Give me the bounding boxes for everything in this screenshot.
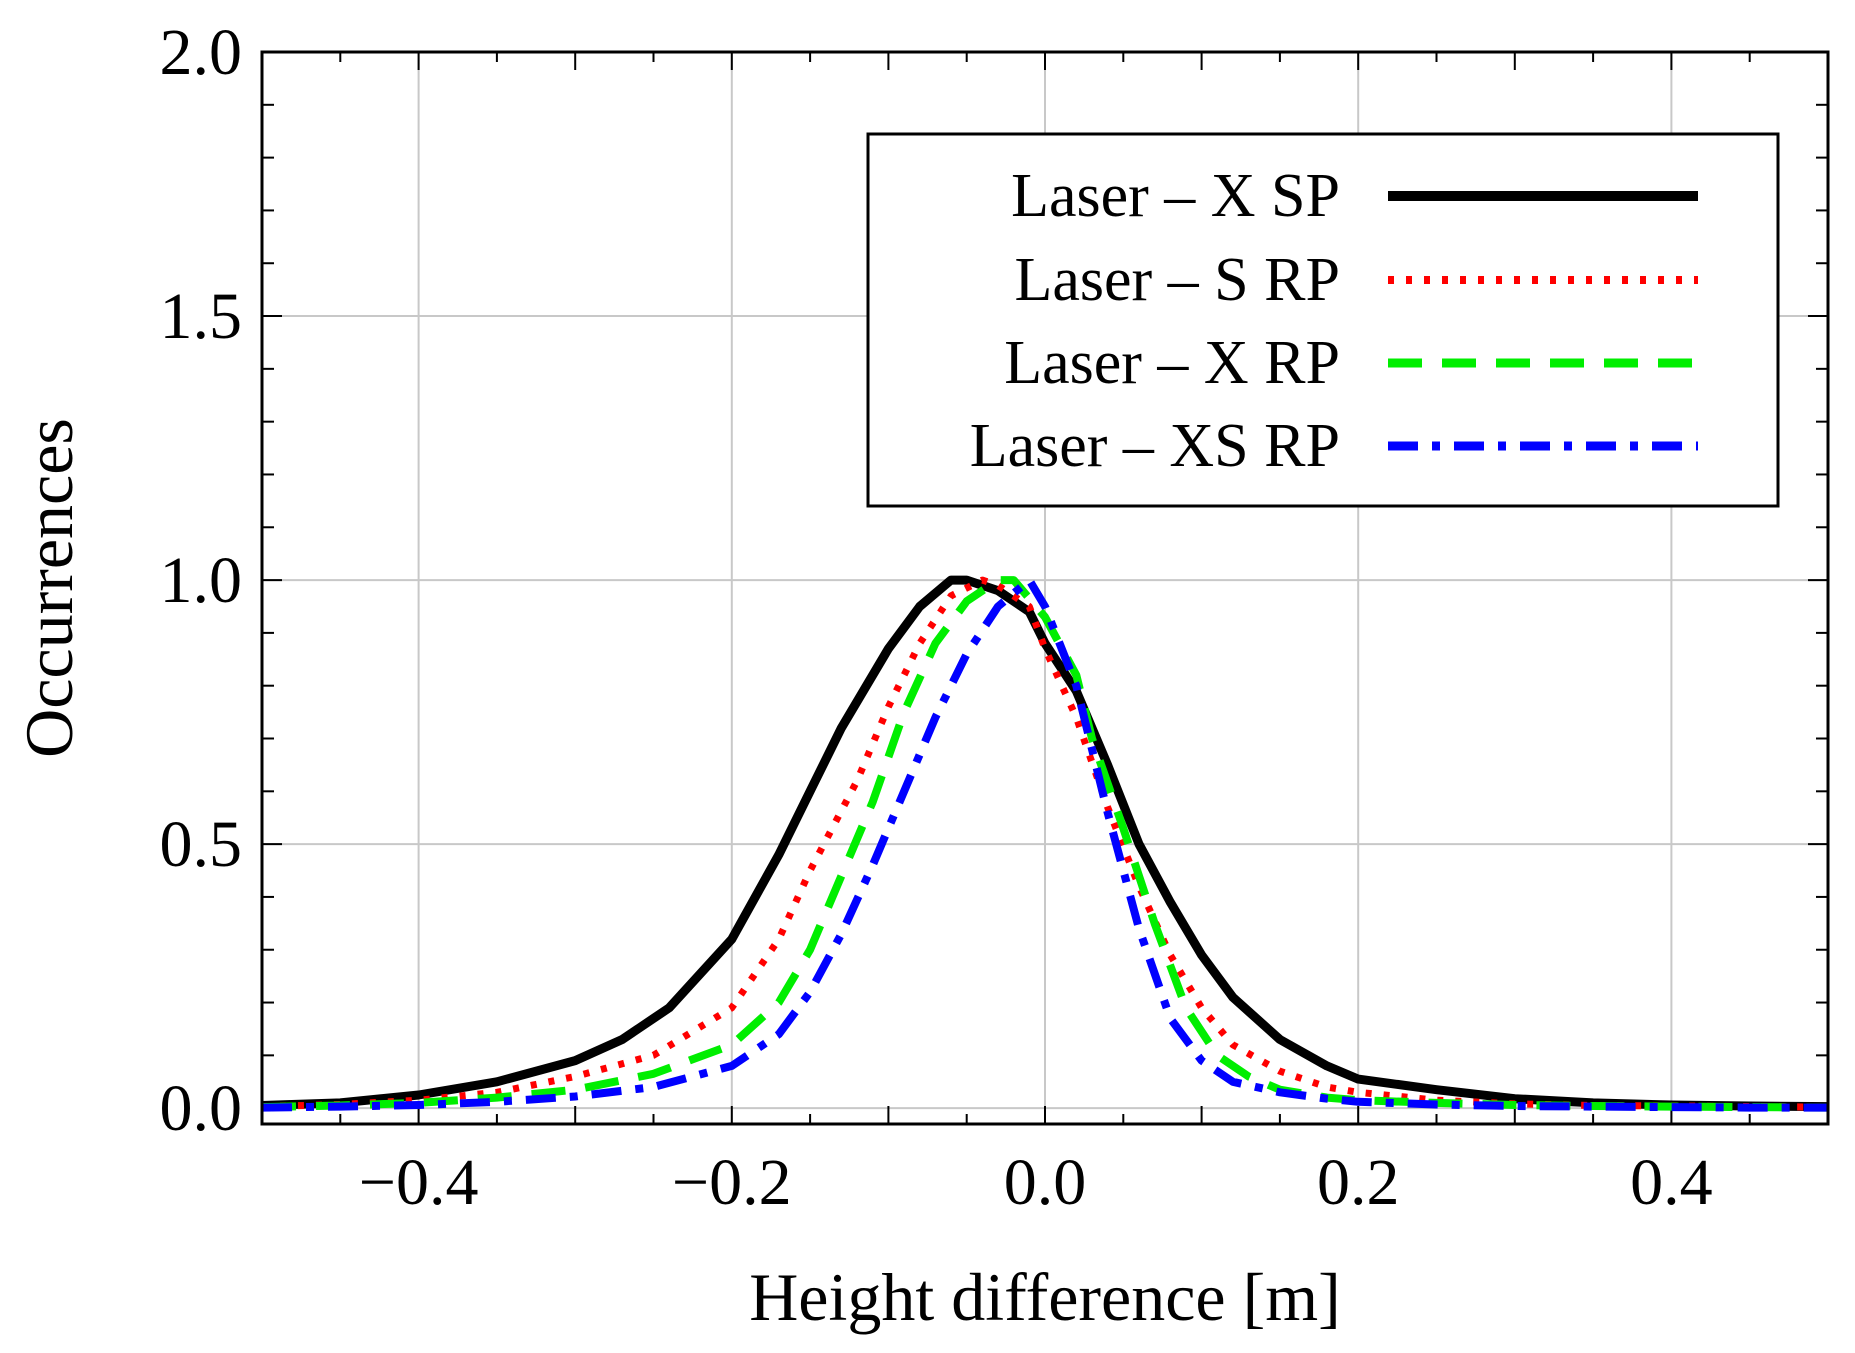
x-tick-label: 0.4 [1630,1146,1713,1219]
legend-label-4: Laser – XS RP [970,412,1340,480]
x-tick-label: −0.2 [672,1146,792,1219]
series-lines [261,575,1829,1112]
x-axis-title: Height difference [m] [749,1259,1341,1335]
y-axis-title: Occurrences [11,418,87,758]
legend-label-2: Laser – S RP [1015,246,1341,314]
series-line-2 [261,576,1829,1111]
y-tick-label: 0.5 [160,808,243,881]
series-line-1 [261,575,1829,1112]
series-line-4 [261,576,1828,1112]
x-tick-label: 0.2 [1317,1146,1400,1219]
tick-labels: −0.4 −0.2 0.0 0.2 0.4 0.0 0.5 1.0 1.5 2.0 [160,16,1713,1219]
legend: Laser – X SP Laser – S RP Laser – X RP Lase… [866,132,1780,508]
plot-frame [260,50,1830,1126]
y-tick-label: 1.5 [160,280,243,353]
y-tick-label: 0.0 [160,1072,243,1145]
series-line-3 [261,576,1829,1112]
x-tick-label: −0.4 [359,1146,479,1219]
y-tick-label: 1.0 [160,544,243,617]
legend-label-3: Laser – X RP [1004,329,1340,397]
x-tick-label: 0.0 [1004,1146,1087,1219]
y-tick-label: 2.0 [160,16,243,89]
legend-label-1: Laser – X SP [1011,162,1340,230]
